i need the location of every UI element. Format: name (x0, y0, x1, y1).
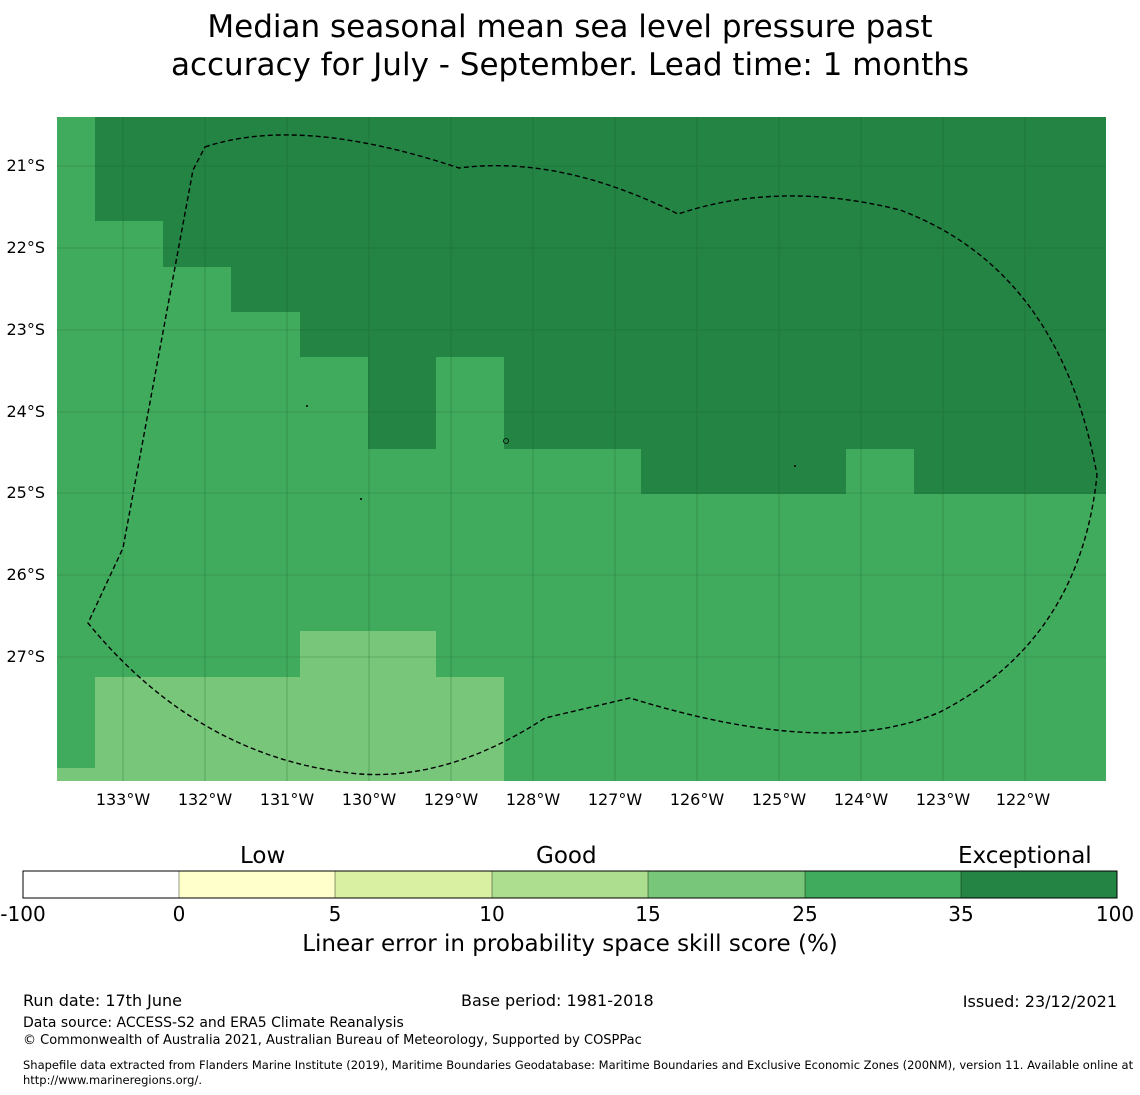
issued-date: Issued: 23/12/2021 (962, 992, 1117, 1011)
colorbar: -100 0 5 10 15 25 35 100 (0, 870, 1134, 926)
colorbar-category-exceptional: Exceptional (958, 843, 1092, 869)
lat-tick-label: 23°S (6, 320, 45, 339)
lon-tick-label: 129°W (424, 790, 479, 809)
lat-tick-label: 22°S (6, 238, 45, 257)
lat-tick-label: 26°S (6, 565, 45, 584)
map-title-line-2: accuracy for July - September. Lead time… (170, 47, 970, 83)
colorbar-tick-label: -100 (0, 902, 45, 926)
colorbar-tick-label: 5 (329, 902, 342, 926)
lon-tick-label: 125°W (752, 790, 807, 809)
lon-tick-label: 131°W (260, 790, 315, 809)
map-grid (57, 117, 1106, 781)
region-good (57, 631, 504, 781)
lat-tick-label: 25°S (6, 483, 45, 502)
colorbar-bin (23, 871, 179, 898)
colorbar-category-good: Good (536, 843, 597, 869)
island (503, 438, 509, 444)
colorbar-category-low: Low (240, 843, 286, 869)
island (306, 405, 308, 407)
lon-tick-label: 126°W (670, 790, 725, 809)
colorbar-bin (179, 871, 335, 898)
lon-tick-label: 124°W (834, 790, 889, 809)
colorbar-bin (492, 871, 648, 898)
lon-tick-label: 133°W (96, 790, 151, 809)
lon-tick-label: 128°W (506, 790, 561, 809)
lon-tick-label: 123°W (916, 790, 971, 809)
colorbar-tick-label: 25 (792, 902, 817, 926)
colorbar-tick-label: 35 (948, 902, 973, 926)
lon-tick-label: 130°W (342, 790, 397, 809)
lon-tick-label: 127°W (588, 790, 643, 809)
latitude-axis: 21°S 22°S 23°S 24°S 25°S 26°S 27°S (6, 156, 45, 666)
longitude-axis: 133°W 132°W 131°W 130°W 129°W 128°W 127°… (96, 790, 1051, 809)
island (360, 498, 362, 500)
map-title-line-1: Median seasonal mean sea level pressure … (207, 9, 933, 45)
colorbar-label: Linear error in probability space skill … (302, 931, 838, 957)
copyright: © Commonwealth of Australia 2021, Austra… (23, 1033, 642, 1048)
base-period: Base period: 1981-2018 (461, 991, 654, 1010)
lat-tick-label: 21°S (6, 156, 45, 175)
data-source: Data source: ACCESS-S2 and ERA5 Climate … (23, 1015, 404, 1031)
skill-score-map (57, 117, 1106, 781)
lon-tick-label: 122°W (996, 790, 1051, 809)
eez-boundary (87, 134, 1098, 776)
colorbar-bin (335, 871, 492, 898)
colorbar-tick-label: 0 (173, 902, 186, 926)
colorbar-bin (648, 871, 805, 898)
lon-tick-label: 132°W (178, 790, 233, 809)
region-exceptional (95, 117, 1106, 494)
colorbar-tick-label: 100 (1096, 902, 1134, 926)
run-date: Run date: 17th June (23, 991, 183, 1010)
colorbar-tick-label: 10 (479, 902, 504, 926)
lat-tick-label: 24°S (6, 402, 45, 421)
island (794, 465, 796, 467)
colorbar-tick-label: 15 (635, 902, 660, 926)
shapefile-credit: Shapefile data extracted from Flanders M… (23, 1058, 1134, 1087)
colorbar-bin (961, 871, 1117, 898)
colorbar-bin (805, 871, 961, 898)
lat-tick-label: 27°S (6, 647, 45, 666)
